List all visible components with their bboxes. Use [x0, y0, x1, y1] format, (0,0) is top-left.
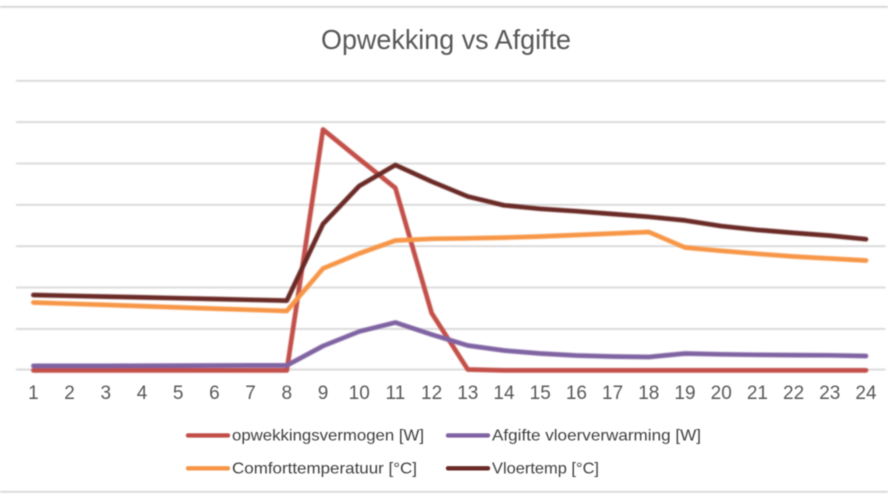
svg-text:6: 6 [209, 383, 220, 404]
svg-text:10: 10 [349, 383, 370, 404]
svg-text:Vloertemp [°C]: Vloertemp [°C] [492, 460, 599, 477]
svg-text:5: 5 [173, 383, 184, 404]
svg-text:15: 15 [530, 383, 551, 404]
svg-text:24: 24 [855, 383, 877, 404]
svg-text:Opwekking vs Afgifte: Opwekking vs Afgifte [321, 24, 571, 55]
svg-text:19: 19 [674, 383, 695, 404]
svg-text:Afgifte vloerverwarming [W]: Afgifte vloerverwarming [W] [492, 428, 701, 445]
svg-text:14: 14 [493, 383, 515, 404]
svg-text:13: 13 [457, 383, 478, 404]
svg-text:12: 12 [421, 383, 442, 404]
svg-text:8: 8 [282, 383, 293, 404]
svg-text:1: 1 [28, 383, 39, 404]
svg-text:3: 3 [101, 383, 112, 404]
svg-text:16: 16 [566, 383, 587, 404]
svg-text:11: 11 [386, 383, 406, 404]
svg-text:22: 22 [783, 383, 804, 404]
svg-text:17: 17 [602, 383, 623, 404]
svg-text:21: 21 [747, 383, 768, 404]
svg-text:9: 9 [318, 383, 329, 404]
svg-text:Comforttemperatuur [°C]: Comforttemperatuur [°C] [232, 460, 417, 477]
svg-text:2: 2 [64, 383, 75, 404]
svg-text:opwekkingsvermogen [W]: opwekkingsvermogen [W] [232, 428, 424, 445]
svg-text:18: 18 [638, 383, 659, 404]
svg-text:7: 7 [245, 383, 256, 404]
svg-text:4: 4 [137, 383, 148, 404]
svg-text:23: 23 [819, 383, 840, 404]
svg-text:20: 20 [711, 383, 732, 404]
